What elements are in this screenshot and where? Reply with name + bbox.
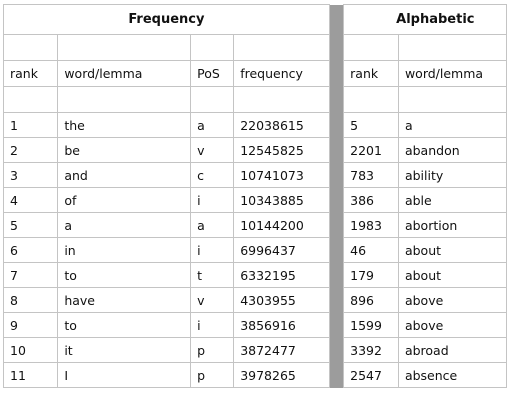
word-frequency-table: Frequency Alphabetic rank word/lemma PoS… — [2, 4, 507, 388]
freq-frequency-cell: 3978265 — [233, 362, 330, 388]
freq-word-cell: be — [57, 137, 192, 163]
freq-rank-cell: 6 — [2, 237, 59, 263]
freq-pos-cell: i — [190, 187, 235, 213]
freq-frequency-cell: 6332195 — [233, 262, 330, 288]
section-divider — [329, 4, 344, 388]
table-row: 1 the a 22038615 5 a — [2, 112, 507, 138]
alpha-rank-cell: 46 — [343, 237, 399, 263]
freq-rank-cell: 4 — [2, 187, 59, 213]
freq-word-cell: the — [57, 112, 192, 138]
column-header-row: rank word/lemma PoS frequency rank word/… — [2, 60, 507, 87]
alpha-word-cell: above — [397, 287, 507, 313]
alpha-word-cell: abandon — [397, 137, 507, 163]
freq-frequency-cell: 3872477 — [233, 337, 330, 363]
alpha-word-cell: absence — [397, 362, 507, 388]
alpha-word-header: word/lemma — [397, 60, 507, 87]
alpha-rank-cell: 896 — [343, 287, 399, 313]
table-row: 9 to i 3856916 1599 above — [2, 312, 507, 338]
freq-word-cell: to — [57, 312, 192, 338]
freq-pos-cell: v — [190, 287, 235, 313]
freq-frequency-cell: 4303955 — [233, 287, 330, 313]
frequency-section-title: Frequency — [3, 4, 330, 35]
alpha-word-cell: above — [397, 312, 507, 338]
freq-rank-cell: 8 — [2, 287, 59, 313]
freq-rank-cell: 3 — [2, 162, 59, 188]
alpha-rank-header: rank — [343, 60, 399, 87]
alpha-rank-cell: 2201 — [343, 137, 399, 163]
alpha-rank-cell: 2547 — [343, 362, 399, 388]
freq-word-header: word/lemma — [57, 60, 192, 87]
freq-pos-header: PoS — [190, 60, 235, 87]
freq-frequency-cell: 10144200 — [233, 212, 330, 238]
freq-rank-cell: 9 — [2, 312, 59, 338]
alpha-rank-cell: 783 — [343, 162, 399, 188]
table-row: 3 and c 10741073 783 ability — [2, 162, 507, 188]
freq-pos-cell: i — [190, 312, 235, 338]
freq-word-cell: it — [57, 337, 192, 363]
alpha-word-cell: able — [397, 187, 507, 213]
freq-frequency-cell: 10741073 — [233, 162, 330, 188]
freq-pos-cell: p — [190, 362, 235, 388]
table-row: 2 be v 12545825 2201 abandon — [2, 137, 507, 163]
table-row: 10 it p 3872477 3392 abroad — [2, 337, 507, 363]
freq-pos-cell: a — [190, 212, 235, 238]
table-row: 7 to t 6332195 179 about — [2, 262, 507, 288]
table-row: 4 of i 10343885 386 able — [2, 187, 507, 213]
freq-frequency-cell: 10343885 — [233, 187, 330, 213]
alpha-word-cell: ability — [397, 162, 507, 188]
freq-word-cell: to — [57, 262, 192, 288]
alpha-rank-cell: 179 — [343, 262, 399, 288]
freq-pos-cell: i — [190, 237, 235, 263]
alpha-word-cell: abroad — [397, 337, 507, 363]
freq-word-cell: in — [57, 237, 192, 263]
table-row: 6 in i 6996437 46 about — [2, 237, 507, 263]
freq-frequency-cell: 22038615 — [233, 112, 330, 138]
freq-rank-cell: 10 — [2, 337, 59, 363]
freq-rank-cell: 1 — [2, 112, 59, 138]
alphabetic-section-title: Alphabetic — [343, 4, 507, 35]
alpha-rank-cell: 1983 — [343, 212, 399, 238]
freq-pos-cell: c — [190, 162, 235, 188]
freq-word-cell: a — [57, 212, 192, 238]
freq-pos-cell: p — [190, 337, 235, 363]
freq-frequency-cell: 3856916 — [233, 312, 330, 338]
freq-pos-cell: t — [190, 262, 235, 288]
spacer-row — [2, 86, 507, 113]
freq-frequency-header: frequency — [233, 60, 330, 87]
freq-pos-cell: v — [190, 137, 235, 163]
alpha-word-cell: abortion — [397, 212, 507, 238]
table-row: 8 have v 4303955 896 above — [2, 287, 507, 313]
freq-word-cell: of — [57, 187, 192, 213]
freq-rank-cell: 5 — [2, 212, 59, 238]
alpha-rank-cell: 1599 — [343, 312, 399, 338]
alpha-rank-cell: 5 — [343, 112, 399, 138]
alpha-word-cell: about — [397, 262, 507, 288]
table-caption-row: Frequency Alphabetic — [3, 4, 507, 388]
alpha-word-cell: a — [397, 112, 507, 138]
freq-pos-cell: a — [190, 112, 235, 138]
freq-rank-cell: 11 — [2, 362, 59, 388]
freq-rank-cell: 2 — [2, 137, 59, 163]
alpha-rank-cell: 386 — [343, 187, 399, 213]
alpha-word-cell: about — [397, 237, 507, 263]
freq-word-cell: I — [57, 362, 192, 388]
freq-frequency-cell: 6996437 — [233, 237, 330, 263]
freq-word-cell: have — [57, 287, 192, 313]
table-row: 5 a a 10144200 1983 abortion — [2, 212, 507, 238]
freq-word-cell: and — [57, 162, 192, 188]
freq-frequency-cell: 12545825 — [233, 137, 330, 163]
freq-rank-header: rank — [2, 60, 59, 87]
alpha-rank-cell: 3392 — [343, 337, 399, 363]
spacer-row — [2, 34, 507, 61]
freq-rank-cell: 7 — [2, 262, 59, 288]
